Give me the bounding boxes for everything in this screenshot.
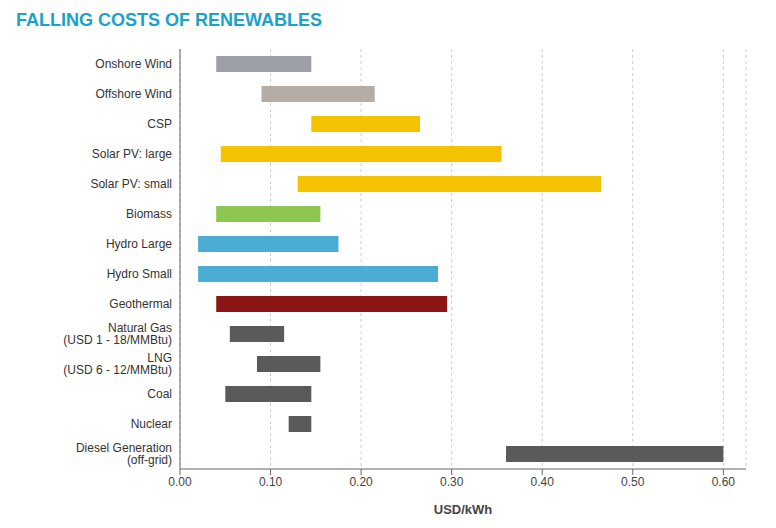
svg-text:0.20: 0.20 — [349, 475, 373, 489]
svg-text:Solar PV: small: Solar PV: small — [90, 177, 172, 191]
svg-text:Geothermal: Geothermal — [109, 297, 172, 311]
svg-text:0.50: 0.50 — [621, 475, 645, 489]
svg-text:USD/kWh: USD/kWh — [434, 502, 493, 517]
svg-text:CSP: CSP — [147, 117, 172, 131]
svg-text:Offshore Wind: Offshore Wind — [96, 87, 172, 101]
svg-text:Hydro Small: Hydro Small — [107, 267, 172, 281]
svg-text:0.40: 0.40 — [531, 475, 555, 489]
svg-text:Solar PV: large: Solar PV: large — [92, 147, 173, 161]
svg-text:Onshore Wind: Onshore Wind — [95, 57, 172, 71]
svg-text:0.00: 0.00 — [168, 475, 192, 489]
svg-text:0.60: 0.60 — [712, 475, 736, 489]
svg-text:0.30: 0.30 — [440, 475, 464, 489]
svg-text:Hydro Large: Hydro Large — [106, 237, 172, 251]
svg-text:Natural Gas(USD 1 - 18/MMBtu): Natural Gas(USD 1 - 18/MMBtu) — [63, 321, 172, 347]
svg-text:Diesel Generation(off-grid): Diesel Generation(off-grid) — [76, 441, 172, 467]
svg-text:LNG(USD 6 - 12/MMBtu): LNG(USD 6 - 12/MMBtu) — [63, 351, 172, 377]
svg-text:Coal: Coal — [147, 387, 172, 401]
html-text:FALLING COSTS OF RENEWABLES: FALLING COSTS OF RENEWABLES — [16, 10, 322, 30]
svg-text:Biomass: Biomass — [126, 207, 172, 221]
svg-text:0.10: 0.10 — [259, 475, 283, 489]
svg-text:Nuclear: Nuclear — [131, 417, 172, 431]
